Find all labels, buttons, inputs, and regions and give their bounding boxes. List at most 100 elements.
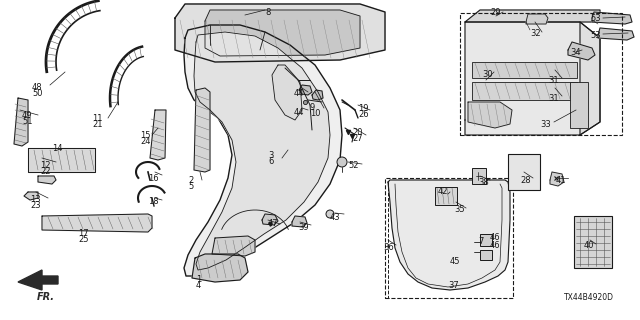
Polygon shape	[568, 42, 595, 60]
Text: 12: 12	[40, 161, 51, 170]
Text: 11: 11	[92, 114, 102, 123]
Polygon shape	[262, 214, 278, 225]
Text: 18: 18	[148, 197, 159, 206]
Text: 40: 40	[584, 242, 595, 251]
Text: 15: 15	[140, 131, 150, 140]
Text: 20: 20	[352, 127, 362, 137]
Text: 10: 10	[310, 108, 321, 117]
Text: 49: 49	[22, 110, 33, 119]
Polygon shape	[526, 14, 548, 24]
Text: 28: 28	[520, 175, 531, 185]
Polygon shape	[388, 180, 510, 290]
Bar	[480, 250, 492, 260]
Polygon shape	[468, 102, 512, 128]
Polygon shape	[192, 254, 248, 282]
Polygon shape	[272, 65, 302, 120]
Polygon shape	[194, 88, 210, 172]
Polygon shape	[24, 192, 38, 200]
Text: 45: 45	[450, 258, 461, 267]
Polygon shape	[150, 110, 166, 160]
Circle shape	[514, 162, 534, 182]
Circle shape	[337, 157, 347, 167]
Polygon shape	[175, 4, 385, 62]
Text: TX44B4920D: TX44B4920D	[564, 293, 614, 302]
Polygon shape	[14, 98, 28, 146]
Text: 50: 50	[32, 89, 42, 98]
Text: 8: 8	[265, 7, 270, 17]
Circle shape	[326, 210, 334, 218]
Text: 22: 22	[40, 166, 51, 175]
Bar	[472, 62, 577, 78]
Polygon shape	[212, 236, 255, 256]
Bar	[480, 234, 492, 246]
Text: FR.: FR.	[37, 292, 55, 302]
Polygon shape	[184, 25, 342, 276]
Text: 32: 32	[530, 28, 541, 37]
Text: 43: 43	[330, 212, 340, 221]
Polygon shape	[312, 90, 323, 100]
Text: 23: 23	[30, 202, 40, 211]
Polygon shape	[465, 10, 600, 22]
Bar	[472, 168, 486, 184]
Text: 29: 29	[490, 7, 500, 17]
Bar	[460, 13, 622, 135]
Bar	[570, 82, 588, 128]
Polygon shape	[465, 22, 600, 135]
Polygon shape	[292, 216, 307, 227]
Text: 31: 31	[548, 76, 559, 84]
Text: 48: 48	[32, 83, 43, 92]
Text: 46: 46	[490, 234, 500, 243]
Text: 9: 9	[310, 102, 316, 111]
Text: 19: 19	[358, 103, 369, 113]
Text: 37: 37	[448, 282, 459, 291]
Text: 53: 53	[590, 13, 600, 22]
Polygon shape	[598, 28, 634, 40]
Text: 36: 36	[383, 243, 394, 252]
Text: 3: 3	[268, 150, 273, 159]
Text: 4: 4	[196, 282, 201, 291]
Bar	[574, 216, 612, 268]
Text: 33: 33	[540, 119, 551, 129]
Bar	[472, 82, 577, 100]
Text: 44: 44	[294, 108, 305, 116]
Text: 53: 53	[590, 30, 600, 39]
Bar	[385, 178, 513, 298]
Text: 26: 26	[358, 109, 369, 118]
Bar	[508, 154, 540, 190]
Text: 17: 17	[78, 229, 88, 238]
Text: 47: 47	[268, 220, 278, 228]
Polygon shape	[42, 214, 152, 232]
Circle shape	[442, 190, 450, 198]
Text: 51: 51	[22, 116, 33, 125]
Polygon shape	[38, 176, 56, 184]
Text: 7: 7	[478, 237, 483, 246]
Text: 35: 35	[454, 205, 465, 214]
Text: 2: 2	[188, 175, 193, 185]
Text: 38: 38	[478, 178, 489, 187]
Polygon shape	[550, 172, 564, 186]
Text: 5: 5	[188, 181, 193, 190]
Text: 13: 13	[30, 196, 40, 204]
Text: 46: 46	[490, 242, 500, 251]
Text: 34: 34	[570, 47, 580, 57]
Text: 1: 1	[196, 276, 201, 284]
Text: 6: 6	[268, 156, 273, 165]
Text: 30: 30	[482, 69, 493, 78]
Bar	[435, 187, 457, 205]
Text: 52: 52	[348, 161, 358, 170]
Polygon shape	[28, 148, 95, 172]
Text: 44: 44	[294, 89, 305, 98]
Polygon shape	[299, 85, 312, 95]
Text: 24: 24	[140, 137, 150, 146]
Text: 25: 25	[78, 236, 88, 244]
Text: 41: 41	[556, 175, 566, 185]
Polygon shape	[205, 10, 360, 56]
Text: 14: 14	[52, 143, 63, 153]
Polygon shape	[18, 270, 58, 290]
Polygon shape	[194, 32, 330, 270]
Polygon shape	[592, 12, 632, 24]
Text: 31: 31	[548, 93, 559, 102]
Text: 42: 42	[438, 188, 449, 196]
Text: 39: 39	[298, 222, 308, 231]
Text: 16: 16	[148, 173, 159, 182]
